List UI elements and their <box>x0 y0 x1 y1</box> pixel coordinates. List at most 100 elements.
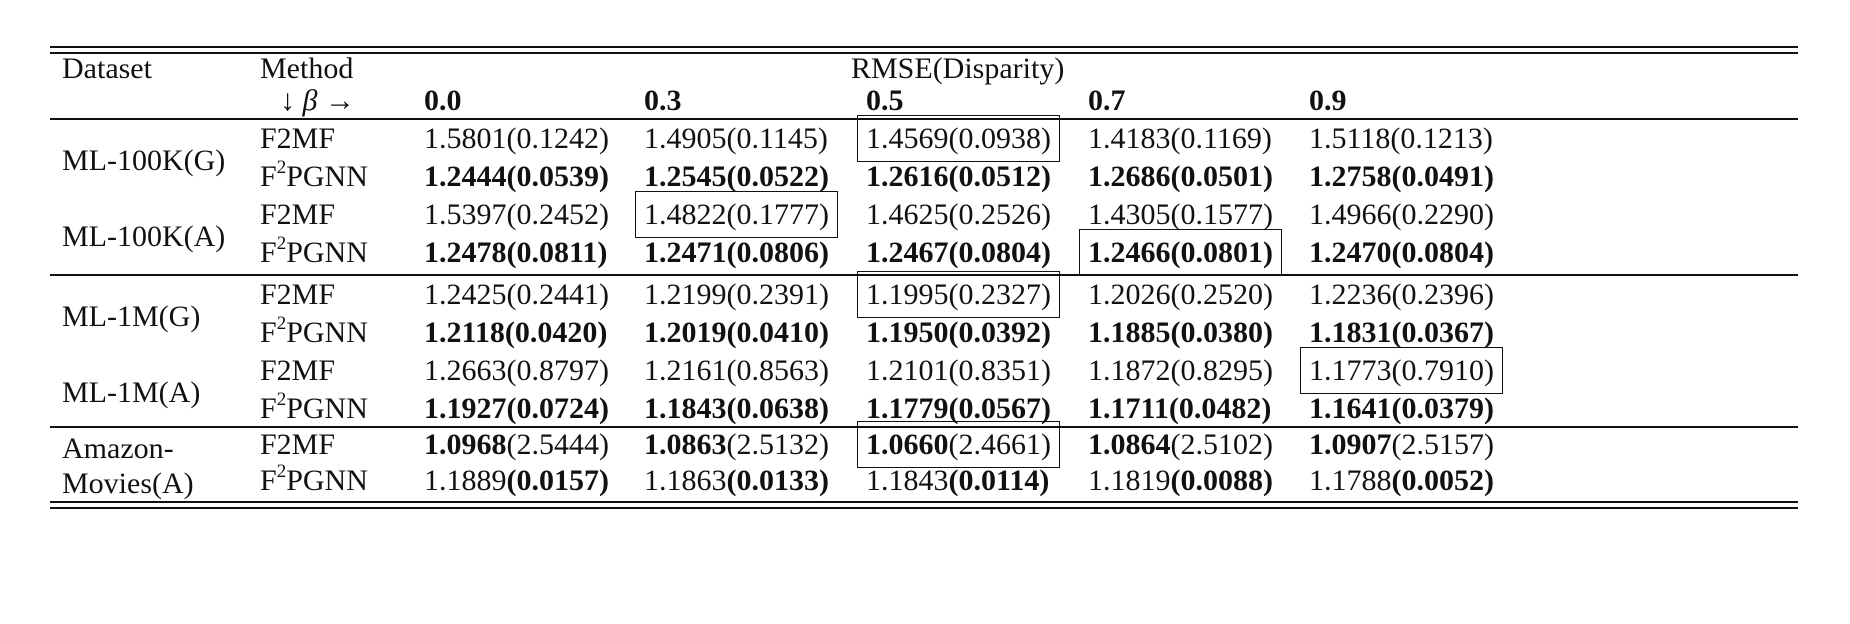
disparity-value: (0.0088) <box>1170 464 1273 497</box>
rmse-value: 1.1779 <box>866 392 949 425</box>
cell-content: 1.1788(0.0052) <box>1309 464 1494 497</box>
table-cell: 1.2478(0.0811) <box>424 238 607 268</box>
cell-content: 1.2478(0.0811) <box>424 236 607 269</box>
disparity-value: (0.0392) <box>948 316 1051 349</box>
method-label: F2PGNN <box>260 157 368 193</box>
disparity-value: (0.0811) <box>506 236 608 269</box>
disparity-value: (0.0804) <box>948 236 1051 269</box>
header-beta-0.3: 0.3 <box>644 84 682 117</box>
rmse-value: 1.2663 <box>424 354 507 387</box>
cell-content: 1.1927(0.0724) <box>424 392 609 425</box>
cell-content: 1.1773(0.7910) <box>1300 347 1503 394</box>
cell-content: 1.1843(0.0638) <box>644 392 829 425</box>
rmse-value: 1.4569 <box>866 122 949 155</box>
table-cell: 1.5801(0.1242) <box>424 124 609 154</box>
table-cell: 1.2616(0.0512) <box>866 162 1051 192</box>
method-label: F2PGNN <box>260 461 368 497</box>
table-cell: 1.2019(0.0410) <box>644 318 829 348</box>
disparity-value: (0.0052) <box>1391 464 1494 497</box>
rmse-value: 1.2545 <box>644 160 727 193</box>
table-cell: 1.1773(0.7910) <box>1300 347 1503 394</box>
table-cell: 1.4905(0.1145) <box>644 124 828 154</box>
group-separator-1 <box>50 274 1798 276</box>
table-cell: 1.1779(0.0567) <box>866 394 1051 424</box>
disparity-value: (0.0539) <box>506 160 609 193</box>
disparity-value: (0.2396) <box>1391 278 1494 311</box>
rmse-value: 1.0660 <box>866 428 949 461</box>
rmse-value: 1.2425 <box>424 278 507 311</box>
cell-content: 1.0864(2.5102) <box>1088 428 1273 461</box>
disparity-value: (0.8797) <box>506 354 609 387</box>
table-cell: 1.4625(0.2526) <box>866 200 1051 230</box>
cell-content: 1.2545(0.0522) <box>644 160 829 193</box>
method-label: F2PGNN <box>260 389 368 425</box>
rmse-value: 1.2470 <box>1309 236 1392 269</box>
table-cell: 1.1843(0.0638) <box>644 394 829 424</box>
rmse-value: 1.0907 <box>1309 428 1392 461</box>
cell-content: 1.2686(0.0501) <box>1088 160 1273 193</box>
cell-content: 1.2444(0.0539) <box>424 160 609 193</box>
cell-content: 1.2467(0.0804) <box>866 236 1051 269</box>
rmse-value: 1.2467 <box>866 236 949 269</box>
rmse-value: 1.2444 <box>424 160 507 193</box>
rmse-value: 1.1872 <box>1088 354 1171 387</box>
disparity-value: (0.1169) <box>1170 122 1272 155</box>
method-label: F2MF <box>260 354 336 387</box>
table-cell: 1.1843(0.0114) <box>866 466 1049 496</box>
disparity-value: (2.4661) <box>948 428 1051 461</box>
table-cell: 1.5118(0.1213) <box>1309 124 1493 154</box>
header-beta-0.0: 0.0 <box>424 84 462 117</box>
rmse-value: 1.5801 <box>424 122 507 155</box>
disparity-value: (0.0806) <box>726 236 829 269</box>
table-cell: 1.0864(2.5102) <box>1088 430 1273 460</box>
cell-content: 1.2470(0.0804) <box>1309 236 1494 269</box>
rmse-value: 1.2616 <box>866 160 949 193</box>
cell-content: 1.1863(0.0133) <box>644 464 829 497</box>
rmse-value: 1.2686 <box>1088 160 1171 193</box>
rmse-value: 1.1889 <box>424 464 507 497</box>
rmse-value: 1.1711 <box>1088 392 1169 425</box>
rmse-value: 1.2758 <box>1309 160 1392 193</box>
disparity-value: (0.0804) <box>1391 236 1494 269</box>
bottom-rule-1 <box>50 501 1798 503</box>
cell-content: 1.1843(0.0114) <box>866 464 1049 497</box>
cell-content: 1.2118(0.0420) <box>424 316 607 349</box>
header-method: Method <box>260 52 354 85</box>
table-cell: 1.1889(0.0157) <box>424 466 609 496</box>
table-cell: 1.1641(0.0379) <box>1309 394 1494 424</box>
rmse-value: 1.2199 <box>644 278 727 311</box>
disparity-value: (0.2441) <box>506 278 609 311</box>
disparity-value: (0.1145) <box>726 122 828 155</box>
disparity-value: (0.0410) <box>726 316 829 349</box>
disparity-value: (0.2520) <box>1170 278 1273 311</box>
table-cell: 1.2470(0.0804) <box>1309 238 1494 268</box>
table-cell: 1.0660(2.4661) <box>857 421 1060 468</box>
disparity-value: (2.5444) <box>506 428 609 461</box>
table-cell: 1.1819(0.0088) <box>1088 466 1273 496</box>
dataset-label: ML-1M(G) <box>62 300 201 333</box>
cell-content: 1.0968(2.5444) <box>424 428 609 461</box>
rmse-value: 1.0863 <box>644 428 727 461</box>
rmse-value: 1.1995 <box>866 278 949 311</box>
table-cell: 1.2199(0.2391) <box>644 280 829 310</box>
table-cell: 1.2686(0.0501) <box>1088 162 1273 192</box>
cell-content: 1.2236(0.2396) <box>1309 278 1494 311</box>
table-cell: 1.0863(2.5132) <box>644 430 829 460</box>
table-cell: 1.1872(0.8295) <box>1088 356 1273 386</box>
disparity-value: (0.0501) <box>1170 160 1273 193</box>
cell-content: 1.0907(2.5157) <box>1309 428 1494 461</box>
cell-content: 1.2616(0.0512) <box>866 160 1051 193</box>
table-cell: 1.1711(0.0482) <box>1088 394 1271 424</box>
disparity-value: (0.0512) <box>948 160 1051 193</box>
rmse-value: 1.2471 <box>644 236 727 269</box>
disparity-value: (0.0938) <box>948 122 1051 155</box>
table-cell: 1.1950(0.0392) <box>866 318 1051 348</box>
cell-content: 1.2758(0.0491) <box>1309 160 1494 193</box>
dataset-label: ML-1M(A) <box>62 376 201 409</box>
rmse-value: 1.1641 <box>1309 392 1392 425</box>
table-cell: 1.2425(0.2441) <box>424 280 609 310</box>
cell-content: 1.1831(0.0367) <box>1309 316 1494 349</box>
header-metric: RMSE(Disparity) <box>851 52 1065 85</box>
table-cell: 1.4822(0.1777) <box>635 191 838 238</box>
cell-content: 1.1889(0.0157) <box>424 464 609 497</box>
